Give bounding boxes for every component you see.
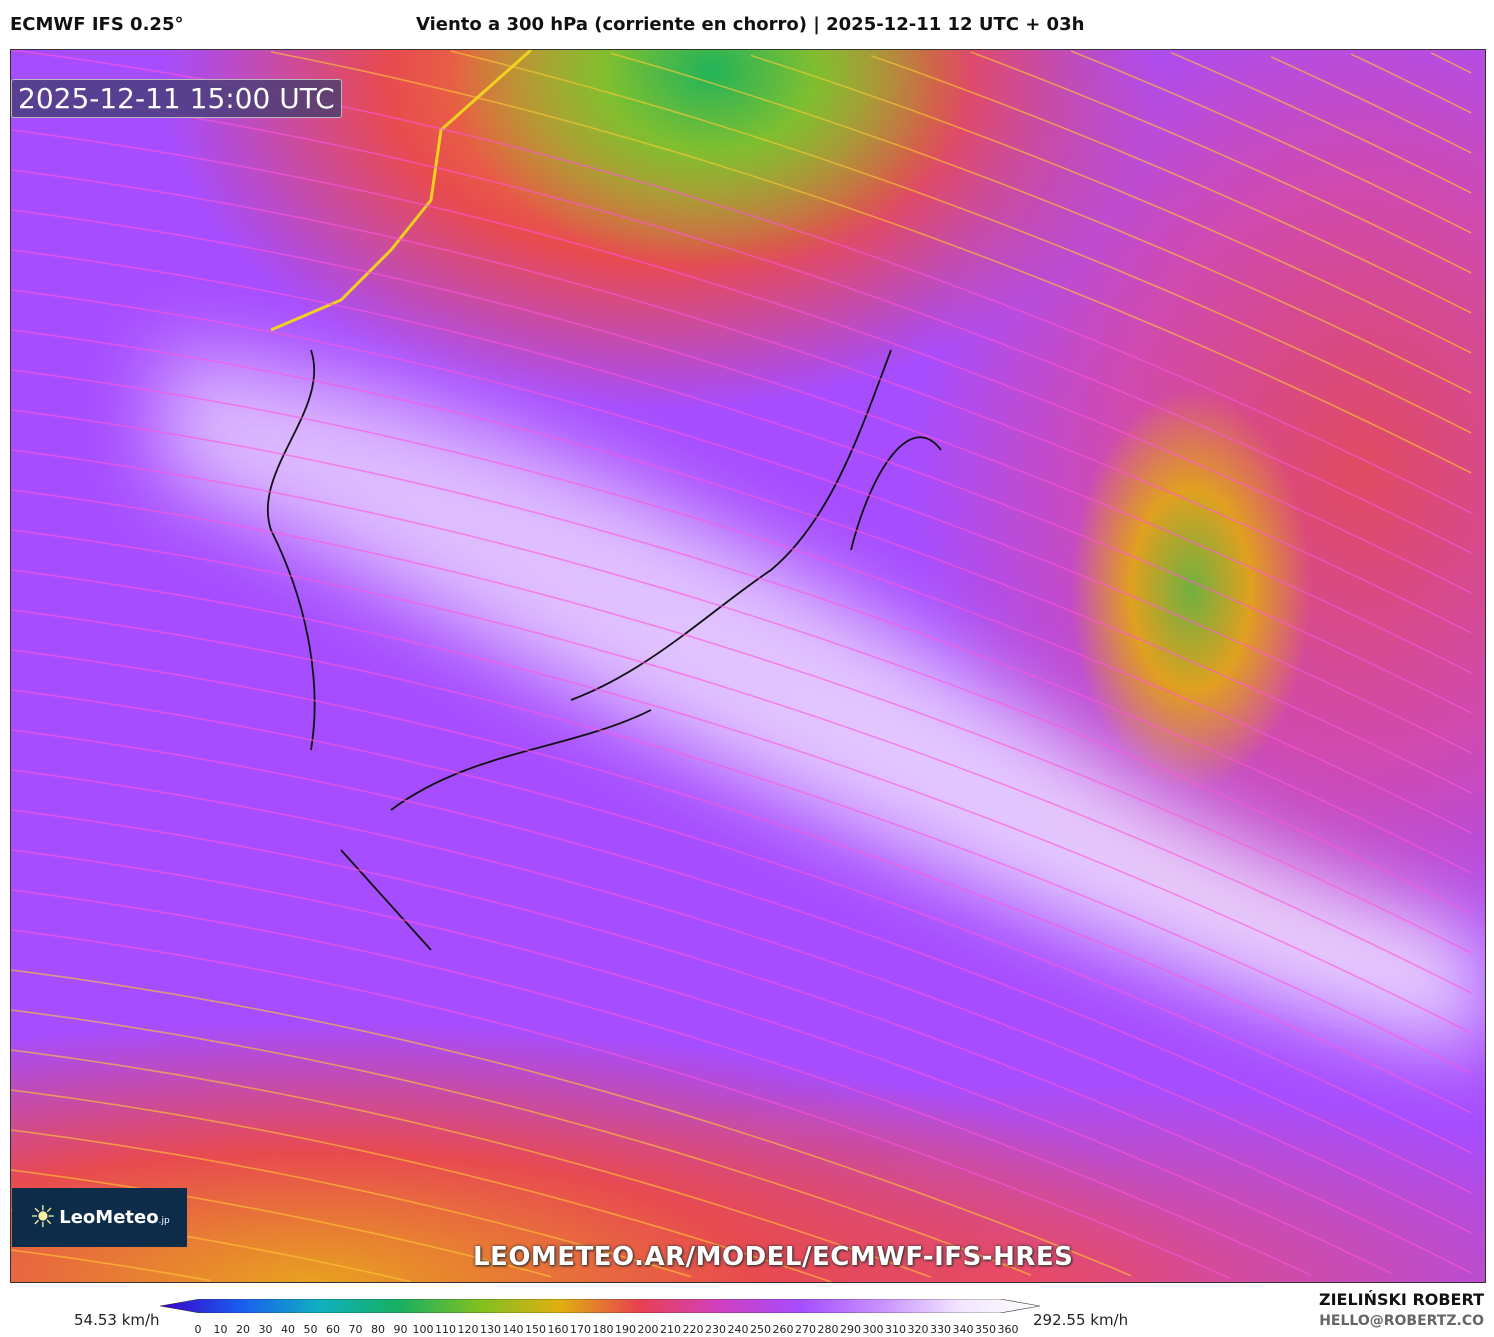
- colorbar-tick-label: 110: [435, 1323, 456, 1336]
- colorbar-tick-label: 310: [885, 1323, 906, 1336]
- colorbar-tick-label: 300: [862, 1323, 884, 1336]
- colorbar-tick-label: 100: [412, 1323, 434, 1336]
- colorbar-tick-label: 210: [660, 1323, 681, 1336]
- valid-time-label: 2025-12-11 15:00 UTC: [11, 79, 342, 118]
- author-email[interactable]: HELLO@ROBERTZ.CO: [1319, 1313, 1484, 1329]
- colorbar-tick-label: 190: [615, 1323, 636, 1336]
- streamline: [11, 449, 1472, 914]
- streamline: [1170, 51, 1472, 194]
- streamline: [11, 1009, 1032, 1276]
- streamline: [610, 52, 1472, 394]
- streamline: [1270, 56, 1472, 154]
- streamline: [11, 1089, 832, 1282]
- border-line: [270, 50, 532, 332]
- colorbar-tick-label: 50: [303, 1323, 318, 1336]
- colorbar-tick-label: 270: [795, 1323, 816, 1336]
- wind-map[interactable]: 2025-12-11 15:00 UTC ☀ LeoMeteo .jp LEOM…: [10, 49, 1486, 1283]
- streamline: [11, 569, 1472, 1034]
- streamline: [11, 1049, 932, 1278]
- streamline: [11, 249, 1472, 714]
- colorbar-tick-label: 180: [592, 1323, 614, 1336]
- colorbar-tick-label: 90: [393, 1323, 408, 1336]
- jet-stream-overlay: [11, 50, 1485, 1282]
- streamline: [11, 489, 1472, 954]
- streamline: [11, 409, 1472, 874]
- sun-logo-icon: ☀: [29, 1200, 57, 1235]
- streamline: [11, 169, 1472, 634]
- colorbar-tick-label: 160: [547, 1323, 569, 1336]
- streamline: [11, 129, 1472, 594]
- author-name: ZIELIŃSKI ROBERT: [1318, 1290, 1484, 1309]
- streamline: [11, 1169, 552, 1278]
- colorbar-tick-label: 240: [727, 1323, 749, 1336]
- streamline: [870, 54, 1472, 314]
- colorbar-tick-label: 250: [750, 1323, 771, 1336]
- colorbar-tick-label: 170: [570, 1323, 591, 1336]
- streamline: [750, 54, 1472, 354]
- streamline: [11, 209, 1472, 674]
- colorbar-tick-label: 150: [525, 1323, 546, 1336]
- streamline: [11, 649, 1472, 1114]
- streamline: [11, 89, 1472, 554]
- coastline: [266, 349, 942, 951]
- colorbar-tick-label: 40: [281, 1323, 295, 1336]
- colorbar-tick-label: 70: [348, 1323, 363, 1336]
- colorbar-min-label: 54.53 km/h: [74, 1311, 160, 1329]
- colorbar: [160, 1299, 1040, 1313]
- streamline: [1430, 52, 1472, 74]
- colorbar-tick-label: 140: [502, 1323, 524, 1336]
- colorbar-max-label: 292.55 km/h: [1033, 1311, 1129, 1329]
- colorbar-tick-label: 230: [705, 1323, 726, 1336]
- streamline: [450, 50, 1472, 434]
- colorbar-tick-label: 200: [637, 1323, 659, 1336]
- streamline: [11, 809, 1472, 1274]
- streamline: [11, 289, 1472, 754]
- colorbar-tick-label: 80: [371, 1323, 385, 1336]
- colorbar-tick-label: 130: [480, 1323, 501, 1336]
- colorbar-tick-label: 260: [772, 1323, 794, 1336]
- streamline: [970, 51, 1472, 274]
- jet-core: [161, 350, 1485, 1050]
- streamline: [11, 969, 1132, 1277]
- colorbar-tick-label: 0: [194, 1323, 202, 1336]
- streamline: [11, 769, 1472, 1234]
- streamline: [11, 689, 1472, 1154]
- colorbar-tick-label: 220: [682, 1323, 704, 1336]
- map-title: Viento a 300 hPa (corriente en chorro) |…: [416, 14, 1085, 35]
- colorbar-tick-label: 30: [258, 1323, 273, 1336]
- colorbar-tick-label: 10: [213, 1323, 228, 1336]
- colorbar-tick-label: 340: [952, 1323, 974, 1336]
- streamline: [11, 889, 1312, 1276]
- colorbar-tick-label: 290: [840, 1323, 861, 1336]
- streamline: [11, 849, 1392, 1274]
- streamline: [11, 1249, 212, 1282]
- leometeo-logo[interactable]: ☀ LeoMeteo .jp: [12, 1188, 187, 1247]
- colorbar-tick-label: 120: [457, 1323, 479, 1336]
- streamline: [270, 51, 1472, 474]
- colorbar-tick-label: 350: [975, 1323, 996, 1336]
- colorbar-tick-label: 20: [236, 1323, 250, 1336]
- watermark-url[interactable]: LEOMETEO.AR/MODEL/ECMWF-IFS-HRES: [473, 1242, 1074, 1272]
- logo-text: LeoMeteo: [59, 1207, 159, 1228]
- streamline: [11, 369, 1472, 834]
- streamline: [11, 529, 1472, 994]
- streamline: [11, 329, 1472, 794]
- streamline: [1070, 50, 1472, 234]
- colorbar-tick-label: 320: [907, 1323, 929, 1336]
- colorbar-tick-label: 330: [930, 1323, 951, 1336]
- streamline: [11, 729, 1472, 1194]
- streamline: [11, 609, 1472, 1074]
- logo-suffix: .jp: [158, 1215, 170, 1226]
- model-name: ECMWF IFS 0.25°: [10, 14, 184, 35]
- streamline: [11, 929, 1232, 1280]
- colorbar-tick-label: 280: [817, 1323, 839, 1336]
- colorbar-tick-label: 60: [326, 1323, 340, 1336]
- colorbar-tick-label: 360: [997, 1323, 1019, 1336]
- streamline: [11, 1129, 692, 1278]
- streamline: [1350, 53, 1472, 114]
